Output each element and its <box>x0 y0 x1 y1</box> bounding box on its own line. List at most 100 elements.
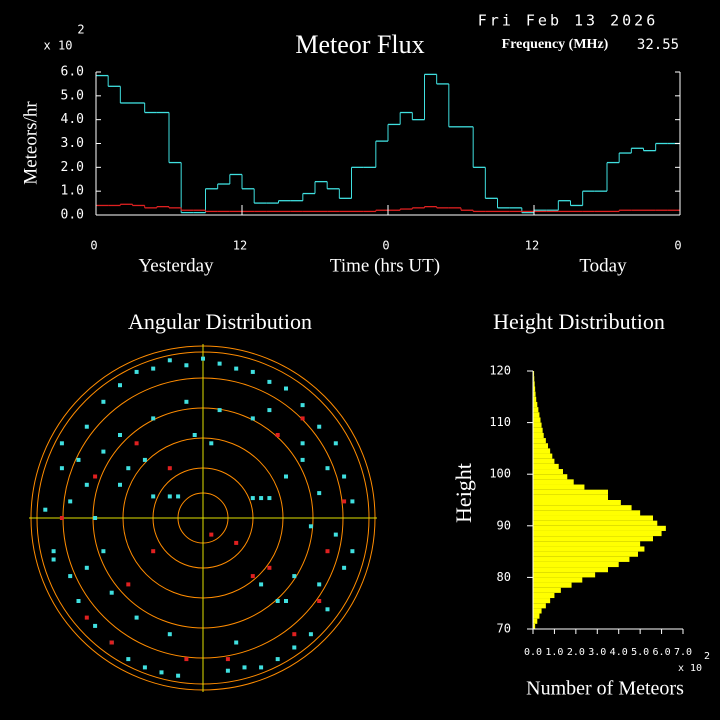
y-axis-label: Meteors/hr <box>20 101 41 185</box>
bar <box>533 479 574 485</box>
x-axis-label: Number of Meteors <box>526 678 684 700</box>
point <box>209 441 214 446</box>
point <box>167 466 172 471</box>
bar <box>533 530 662 537</box>
point <box>167 494 172 499</box>
point <box>325 466 330 471</box>
bar <box>533 396 537 402</box>
bar <box>533 582 572 588</box>
point <box>93 623 98 628</box>
point <box>192 433 197 437</box>
chart-title: Meteor Flux <box>295 30 424 59</box>
bar <box>533 391 536 397</box>
y-tick-label: 1.0 <box>61 184 84 199</box>
point <box>126 466 131 471</box>
point <box>159 670 164 675</box>
point <box>217 408 222 413</box>
x-tick-label: 5.0 <box>631 647 649 658</box>
bar <box>533 561 619 568</box>
point <box>234 540 239 545</box>
point <box>134 441 139 446</box>
point <box>250 496 255 501</box>
point <box>201 356 205 361</box>
bar <box>533 489 608 495</box>
point <box>225 668 230 673</box>
point <box>284 474 288 479</box>
point <box>84 565 89 570</box>
point <box>151 549 156 554</box>
polar-grid <box>29 344 377 692</box>
point <box>93 474 98 479</box>
point <box>350 549 355 554</box>
point <box>284 599 288 603</box>
y-tick-label: 100 <box>489 467 511 481</box>
chart-title: Height Distribution <box>493 309 665 334</box>
point <box>300 416 305 421</box>
point <box>142 457 147 462</box>
point <box>176 494 181 499</box>
bar <box>533 386 536 392</box>
point <box>209 532 214 537</box>
bar <box>533 412 540 418</box>
point <box>250 416 255 421</box>
point <box>342 499 347 504</box>
point <box>93 516 98 520</box>
bar <box>533 541 641 547</box>
bar <box>533 463 559 470</box>
bar <box>533 371 535 377</box>
point <box>76 457 81 462</box>
bar <box>533 592 555 599</box>
bar <box>533 536 653 542</box>
bar <box>533 458 555 464</box>
point <box>333 532 338 537</box>
x-tick-label: 12 <box>233 239 247 253</box>
point <box>308 524 313 529</box>
bar <box>533 427 543 433</box>
bar <box>533 515 653 521</box>
point <box>167 358 172 363</box>
bar <box>533 443 548 449</box>
x-tick-label: 0 <box>674 239 681 253</box>
point <box>300 441 305 446</box>
bar <box>533 623 536 629</box>
point <box>325 607 330 612</box>
point <box>342 474 347 479</box>
bar <box>533 484 585 490</box>
y-tick-label: 80 <box>497 570 511 584</box>
point <box>184 657 189 662</box>
y-tick-label: 6.0 <box>61 65 84 80</box>
y-axis-label: Height <box>451 463 476 523</box>
point <box>142 665 147 670</box>
point <box>184 399 189 404</box>
point <box>267 565 272 570</box>
x-annotation: Today <box>579 255 627 276</box>
bar <box>533 525 666 531</box>
bar <box>533 551 638 557</box>
bar <box>533 520 658 526</box>
point <box>68 574 73 579</box>
bar <box>533 453 553 459</box>
multiplier: x 10 <box>678 663 702 674</box>
point <box>76 599 81 603</box>
point <box>317 599 322 603</box>
point <box>101 449 106 454</box>
x-tick-label: 0.0 <box>524 647 542 658</box>
chart-title: Angular Distribution <box>128 309 312 334</box>
bar <box>533 401 538 408</box>
point <box>267 496 272 501</box>
point <box>134 615 139 620</box>
point <box>300 457 305 462</box>
point <box>325 549 330 554</box>
x-tick-label: 7.0 <box>674 647 692 658</box>
bar <box>533 448 551 454</box>
x-tick-label: 6.0 <box>653 647 671 658</box>
point <box>126 657 131 662</box>
bar <box>533 376 535 382</box>
point <box>234 640 239 645</box>
point <box>109 640 114 645</box>
point <box>151 416 156 421</box>
point <box>259 665 264 670</box>
y-tick-label: 110 <box>489 415 511 429</box>
point <box>184 363 189 368</box>
bar <box>533 598 551 604</box>
